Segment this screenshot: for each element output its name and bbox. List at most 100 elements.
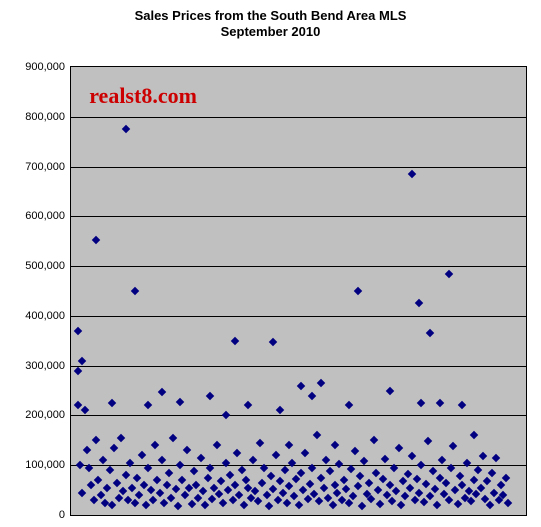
- scatter-point: [344, 401, 352, 409]
- scatter-point: [308, 391, 316, 399]
- scatter-point: [501, 473, 509, 481]
- scatter-point: [415, 299, 423, 307]
- scatter-point: [226, 471, 234, 479]
- scatter-point: [181, 491, 189, 499]
- scatter-point: [76, 461, 84, 469]
- scatter-point: [340, 476, 348, 484]
- scatter-point: [315, 497, 323, 505]
- scatter-point: [435, 399, 443, 407]
- scatter-point: [290, 492, 298, 500]
- scatter-point: [369, 436, 377, 444]
- scatter-point: [108, 501, 116, 509]
- scatter-point: [90, 496, 98, 504]
- scatter-point: [278, 488, 286, 496]
- scatter-point: [299, 486, 307, 494]
- chart-title: Sales Prices from the South Bend Area ML…: [0, 8, 541, 41]
- scatter-point: [174, 502, 182, 510]
- scatter-point: [121, 125, 129, 133]
- scatter-point: [262, 491, 270, 499]
- scatter-point: [137, 451, 145, 459]
- y-tick-label: 900,000: [25, 61, 65, 73]
- y-tick-label: 400,000: [25, 310, 65, 322]
- scatter-point: [335, 460, 343, 468]
- scatter-point: [233, 449, 241, 457]
- scatter-point: [78, 488, 86, 496]
- chart-title-line2: September 2010: [221, 24, 321, 39]
- scatter-point: [374, 486, 382, 494]
- scatter-point: [360, 457, 368, 465]
- scatter-point: [158, 387, 166, 395]
- scatter-point: [208, 495, 216, 503]
- scatter-point: [317, 379, 325, 387]
- gridline-h: [71, 216, 526, 217]
- scatter-point: [356, 472, 364, 480]
- scatter-point: [96, 491, 104, 499]
- scatter-point: [178, 476, 186, 484]
- scatter-point: [322, 456, 330, 464]
- y-tick-label: 300,000: [25, 360, 65, 372]
- scatter-point: [224, 486, 232, 494]
- scatter-point: [333, 488, 341, 496]
- scatter-point: [426, 329, 434, 337]
- scatter-point: [301, 449, 309, 457]
- scatter-point: [153, 476, 161, 484]
- y-tick-label: 600,000: [25, 210, 65, 222]
- scatter-point: [428, 467, 436, 475]
- plot-area: realst8.com 0100,000200,000300,000400,00…: [70, 66, 527, 516]
- y-tick-label: 700,000: [25, 161, 65, 173]
- scatter-point: [276, 477, 284, 485]
- scatter-point: [244, 401, 252, 409]
- scatter-point: [144, 401, 152, 409]
- scatter-point: [146, 486, 154, 494]
- scatter-point: [424, 437, 432, 445]
- scatter-point: [485, 501, 493, 509]
- scatter-point: [351, 447, 359, 455]
- scatter-point: [103, 483, 111, 491]
- scatter-point: [121, 471, 129, 479]
- scatter-point: [353, 482, 361, 490]
- scatter-point: [99, 456, 107, 464]
- scatter-point: [169, 434, 177, 442]
- scatter-point: [399, 477, 407, 485]
- watermark-text: realst8.com: [89, 83, 197, 109]
- scatter-point: [378, 475, 386, 483]
- scatter-point: [281, 466, 289, 474]
- scatter-point: [458, 481, 466, 489]
- scatter-point: [201, 501, 209, 509]
- scatter-point: [158, 456, 166, 464]
- scatter-point: [87, 481, 95, 489]
- scatter-point: [108, 399, 116, 407]
- scatter-point: [267, 472, 275, 480]
- scatter-point: [410, 496, 418, 504]
- scatter-point: [231, 337, 239, 345]
- scatter-point: [256, 439, 264, 447]
- scatter-point: [240, 501, 248, 509]
- scatter-point: [235, 491, 243, 499]
- scatter-point: [353, 287, 361, 295]
- scatter-point: [422, 480, 430, 488]
- scatter-point: [458, 401, 466, 409]
- scatter-point: [367, 495, 375, 503]
- gridline-h: [71, 167, 526, 168]
- scatter-point: [431, 485, 439, 493]
- scatter-point: [112, 478, 120, 486]
- scatter-point: [80, 406, 88, 414]
- scatter-point: [133, 473, 141, 481]
- scatter-point: [474, 466, 482, 474]
- scatter-point: [285, 441, 293, 449]
- scatter-point: [372, 468, 380, 476]
- scatter-point: [217, 477, 225, 485]
- scatter-point: [294, 501, 302, 509]
- scatter-point: [497, 481, 505, 489]
- chart-container: Sales Prices from the South Bend Area ML…: [0, 0, 541, 527]
- scatter-point: [128, 483, 136, 491]
- scatter-point: [231, 481, 239, 489]
- scatter-point: [451, 486, 459, 494]
- scatter-point: [269, 485, 277, 493]
- scatter-point: [426, 492, 434, 500]
- scatter-point: [190, 467, 198, 475]
- scatter-point: [319, 483, 327, 491]
- scatter-point: [249, 456, 257, 464]
- scatter-point: [438, 456, 446, 464]
- scatter-point: [385, 481, 393, 489]
